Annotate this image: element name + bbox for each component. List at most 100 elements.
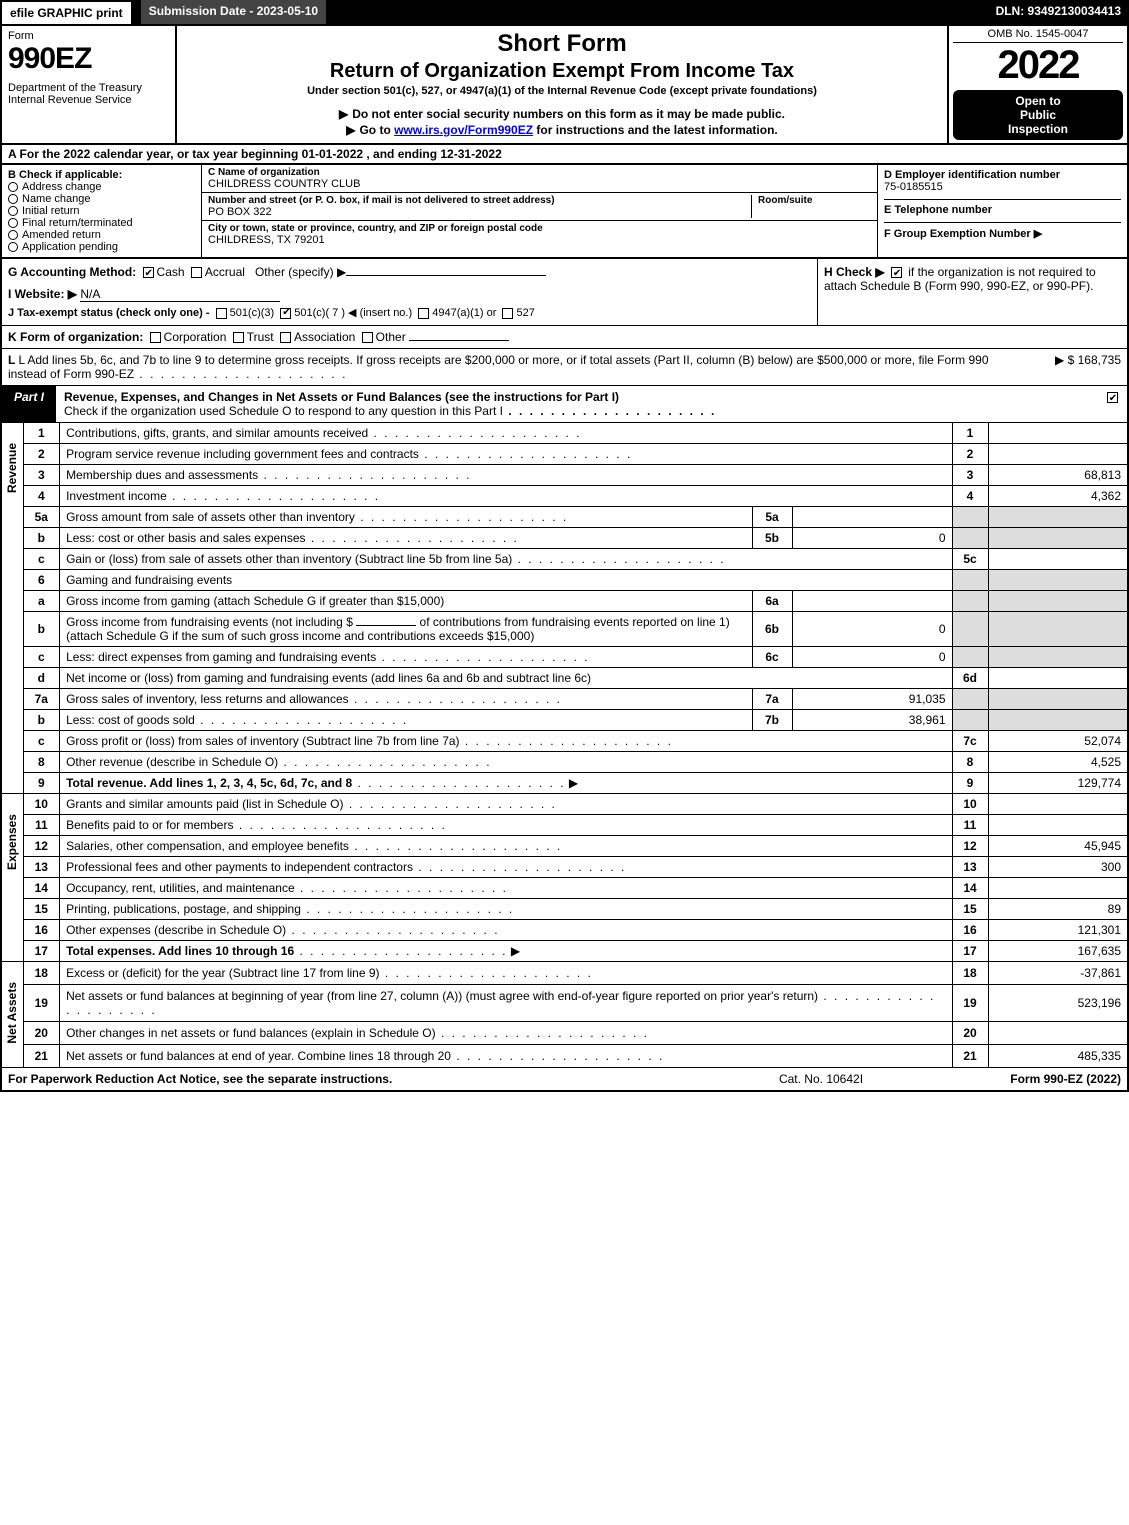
footer-left: For Paperwork Reduction Act Notice, see … [8, 1072, 721, 1086]
form-number: 990EZ [8, 42, 169, 76]
chk-initial-return[interactable]: Initial return [8, 205, 195, 217]
chk-accrual[interactable] [191, 267, 202, 278]
checkbox-icon [8, 206, 18, 216]
other-specify-field[interactable] [346, 275, 546, 276]
footer-right: Form 990-EZ (2022) [921, 1072, 1121, 1086]
chk-4947[interactable] [418, 308, 429, 319]
line-5b: bLess: cost or other basis and sales exp… [24, 528, 1128, 549]
chk-527[interactable] [502, 308, 513, 319]
chk-501c[interactable] [280, 308, 291, 319]
chk-association[interactable] [280, 332, 291, 343]
chk-schedule-b-not-required[interactable] [891, 267, 902, 278]
opt-527: 527 [516, 307, 534, 319]
opt-corporation: Corporation [164, 330, 227, 344]
chk-corporation[interactable] [150, 332, 161, 343]
opt-other-org: Other [376, 330, 406, 344]
line-3: 3Membership dues and assessments368,813 [24, 465, 1128, 486]
chk-final-return[interactable]: Final return/terminated [8, 217, 195, 229]
chk-other-org[interactable] [362, 332, 373, 343]
org-name-label: C Name of organization [208, 167, 871, 178]
section-a-dates: A For the 2022 calendar year, or tax yea… [0, 145, 1129, 165]
line-6b: bGross income from fundraising events (n… [24, 612, 1128, 647]
efile-print-button[interactable]: efile GRAPHIC print [0, 0, 133, 26]
line-18: 18Excess or (deficit) for the year (Subt… [24, 962, 1128, 984]
group-exemption-label: F Group Exemption Number ▶ [884, 227, 1121, 240]
city-label: City or town, state or province, country… [208, 223, 871, 234]
line-8: 8Other revenue (describe in Schedule O)8… [24, 752, 1128, 773]
goto-pre: Go to [359, 123, 394, 137]
contrib-amount-field[interactable] [356, 625, 416, 626]
chk-trust[interactable] [233, 332, 244, 343]
line-2: 2Program service revenue including gover… [24, 444, 1128, 465]
room-label: Room/suite [758, 195, 871, 206]
under-section: Under section 501(c), 527, or 4947(a)(1)… [185, 85, 939, 97]
irs-link[interactable]: www.irs.gov/Form990EZ [394, 123, 533, 137]
return-title: Return of Organization Exempt From Incom… [185, 60, 939, 83]
chk-amended-return[interactable]: Amended return [8, 229, 195, 241]
goto-post: for instructions and the latest informat… [533, 123, 778, 137]
street-row: Number and street (or P. O. box, if mail… [202, 193, 877, 221]
ssn-warning-text: Do not enter social security numbers on … [352, 107, 785, 121]
accounting-label: G Accounting Method: [8, 265, 136, 279]
chk-label: Address change [22, 181, 102, 193]
page-footer: For Paperwork Reduction Act Notice, see … [0, 1068, 1129, 1092]
section-d: D Employer identification number 75-0185… [877, 165, 1127, 257]
opt-501c: 501(c)( 7 ) ◀ (insert no.) [294, 307, 412, 319]
line-6: 6Gaming and fundraising events [24, 570, 1128, 591]
line-6d: dNet income or (loss) from gaming and fu… [24, 668, 1128, 689]
chk-label: Final return/terminated [22, 217, 133, 229]
checkbox-icon [8, 194, 18, 204]
chk-label: Name change [22, 193, 91, 205]
section-b: B Check if applicable: Address change Na… [2, 165, 202, 257]
chk-name-change[interactable]: Name change [8, 193, 195, 205]
omb-number: OMB No. 1545-0047 [953, 28, 1123, 43]
part-1-header: Part I Revenue, Expenses, and Changes in… [0, 386, 1129, 423]
chk-schedule-o-used[interactable] [1107, 392, 1118, 403]
line-20: 20Other changes in net assets or fund ba… [24, 1022, 1128, 1045]
revenue-section: Revenue 1Contributions, gifts, grants, a… [0, 423, 1129, 794]
form-word: Form [8, 30, 169, 42]
org-name-row: C Name of organization CHILDRESS COUNTRY… [202, 165, 877, 193]
expenses-table: 10Grants and similar amounts paid (list … [24, 794, 1129, 962]
line-7b: bLess: cost of goods sold7b38,961 [24, 710, 1128, 731]
line-19: 19Net assets or fund balances at beginni… [24, 984, 1128, 1022]
other-org-field[interactable] [409, 340, 509, 341]
other-label: Other (specify) ▶ [255, 265, 346, 279]
chk-address-change[interactable]: Address change [8, 181, 195, 193]
tax-exempt-label: J Tax-exempt status (check only one) - [8, 307, 213, 319]
cash-label: Cash [157, 265, 185, 279]
section-b-heading: B Check if applicable: [8, 169, 195, 181]
line-4: 4Investment income44,362 [24, 486, 1128, 507]
open-line2: Public [957, 108, 1119, 122]
chk-501c3[interactable] [216, 308, 227, 319]
opt-association: Association [294, 330, 355, 344]
part-1-subtitle: Check if the organization used Schedule … [64, 404, 503, 418]
line-21: 21Net assets or fund balances at end of … [24, 1044, 1128, 1067]
line-6a: aGross income from gaming (attach Schedu… [24, 591, 1128, 612]
expenses-side-label: Expenses [0, 794, 24, 962]
chk-application-pending[interactable]: Application pending [8, 241, 195, 253]
line-1: 1Contributions, gifts, grants, and simil… [24, 423, 1128, 444]
accrual-label: Accrual [205, 265, 245, 279]
form-header: Form 990EZ Department of the Treasury In… [0, 26, 1129, 145]
ein-value: 75-0185515 [884, 181, 1121, 193]
city-value: CHILDRESS, TX 79201 [208, 234, 325, 246]
opt-trust: Trust [247, 330, 274, 344]
section-h: H Check ▶ if the organization is not req… [817, 259, 1127, 325]
section-l-text: L L Add lines 5b, 6c, and 7b to line 9 t… [8, 353, 1001, 381]
form-org-label: K Form of organization: [8, 330, 143, 344]
sections-bcd: B Check if applicable: Address change Na… [0, 165, 1129, 259]
website-value: N/A [80, 287, 280, 302]
net-assets-section: Net Assets 18Excess or (deficit) for the… [0, 962, 1129, 1068]
org-name-value: CHILDRESS COUNTRY CLUB [208, 178, 360, 190]
line-10: 10Grants and similar amounts paid (list … [24, 794, 1128, 815]
chk-cash[interactable] [143, 267, 154, 278]
submission-date: Submission Date - 2023-05-10 [139, 0, 328, 26]
chk-label: Initial return [22, 205, 79, 217]
part-1-tab: Part I [2, 386, 56, 422]
line-7a: 7aGross sales of inventory, less returns… [24, 689, 1128, 710]
tax-year: 2022 [953, 43, 1123, 88]
section-l-value: ▶ $ 168,735 [1001, 353, 1121, 381]
expenses-section: Expenses 10Grants and similar amounts pa… [0, 794, 1129, 962]
topbar-spacer [328, 0, 987, 26]
